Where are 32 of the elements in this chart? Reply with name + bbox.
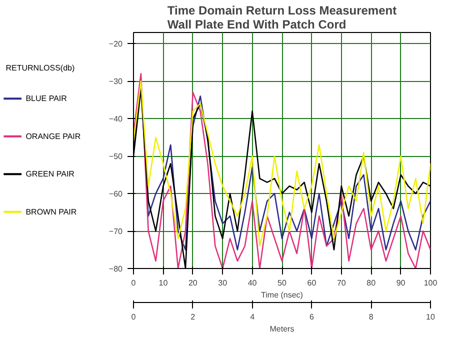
legend-label: ORANGE PAIR bbox=[26, 132, 81, 141]
x2-tick-label: 2 bbox=[190, 312, 196, 322]
legend-label: BLUE PAIR bbox=[26, 94, 68, 104]
y-tick-label: −80 bbox=[108, 264, 124, 274]
y-tick-label: −30 bbox=[108, 77, 124, 86]
x-tick-label: 90 bbox=[396, 278, 406, 288]
legend-label: GREEN PAIR bbox=[26, 170, 75, 179]
y-tick-label: −60 bbox=[108, 190, 124, 199]
legend-label: BROWN PAIR bbox=[26, 207, 77, 216]
x-tick-label: 40 bbox=[248, 278, 258, 288]
x-tick-label: 50 bbox=[278, 278, 287, 288]
x2-tick-label: 8 bbox=[368, 312, 374, 322]
chart-title: Time Domain Return Loss Measurement Wall Plate End With Patch Cord bbox=[167, 4, 397, 32]
x2-tick-label: 10 bbox=[426, 312, 436, 322]
y-tick-label: −70 bbox=[108, 227, 124, 236]
y-tick-label: −20 bbox=[108, 40, 124, 49]
x-tick-label: 30 bbox=[218, 278, 228, 288]
x-tick-label: 0 bbox=[131, 278, 136, 288]
x-tick-label: 60 bbox=[307, 278, 317, 288]
x-tick-label: 80 bbox=[366, 278, 376, 288]
x-tick-label: 100 bbox=[424, 278, 438, 288]
y-axis-title: RETURNLOSS(db) bbox=[6, 63, 75, 72]
x2-axis-title: Meters bbox=[270, 324, 294, 334]
x-tick-label: 70 bbox=[336, 278, 346, 288]
x2-tick-label: 4 bbox=[250, 312, 256, 322]
x-tick-label: 10 bbox=[158, 278, 168, 288]
x2-tick-label: 6 bbox=[309, 312, 314, 322]
y-tick-label: −40 bbox=[108, 114, 124, 124]
x-tick-label: 20 bbox=[188, 278, 198, 288]
x2-tick-label: 0 bbox=[131, 312, 136, 322]
x-axis-title: Time (nsec) bbox=[261, 290, 304, 300]
y-tick-label: −50 bbox=[108, 152, 124, 162]
